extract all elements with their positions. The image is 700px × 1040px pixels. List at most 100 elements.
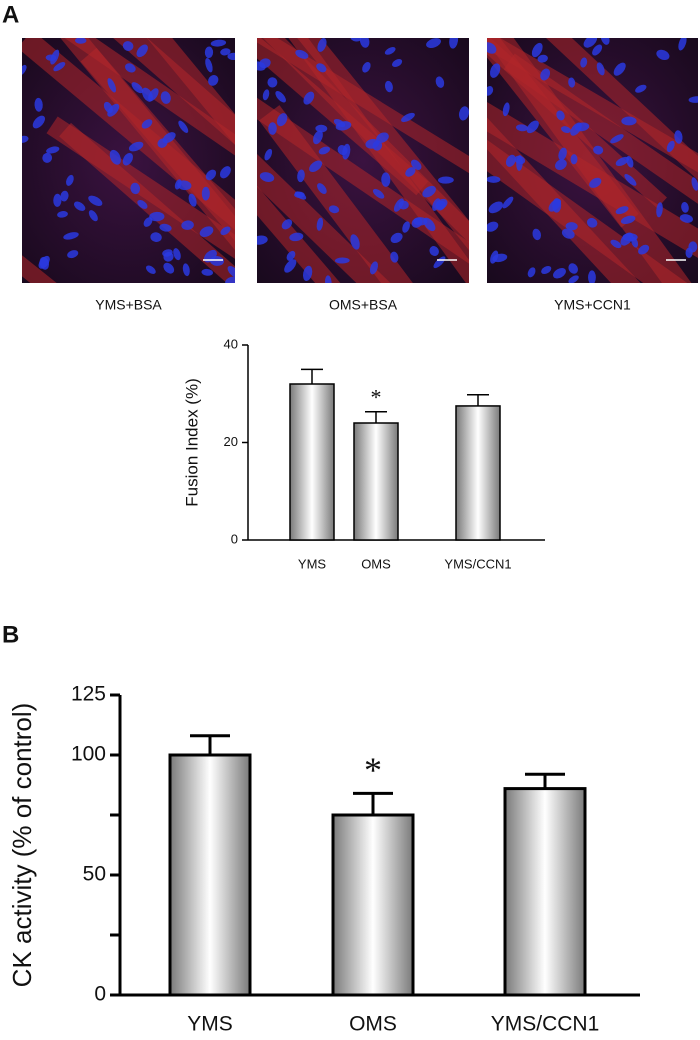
nucleus	[317, 38, 327, 52]
nucleus	[262, 89, 270, 101]
nucleus	[487, 86, 494, 96]
nucleus	[318, 146, 331, 155]
nucleus	[335, 121, 352, 131]
nucleus	[220, 48, 231, 56]
nucleus	[681, 201, 689, 213]
nucleus	[527, 267, 536, 278]
myotube	[257, 58, 408, 283]
nucleus	[162, 132, 176, 144]
nucleus	[22, 135, 29, 143]
nucleus	[297, 169, 305, 183]
nucleus	[526, 120, 539, 134]
nucleus	[74, 38, 87, 44]
nucleus	[205, 169, 217, 181]
nucleus	[570, 122, 582, 136]
myotube	[487, 71, 698, 283]
nucleus	[316, 63, 327, 73]
nucleus	[613, 62, 626, 76]
nucleus	[384, 47, 396, 55]
nucleus	[257, 61, 266, 71]
nucleus	[537, 54, 548, 63]
nucleus	[679, 214, 693, 223]
nucleus	[201, 186, 210, 201]
nucleus	[32, 115, 45, 129]
nucleus	[365, 138, 380, 149]
nucleus	[487, 42, 497, 54]
nucleus	[596, 62, 605, 76]
nucleus	[107, 103, 120, 117]
panel-label: B	[2, 621, 19, 648]
nucleus	[620, 215, 636, 225]
nucleus	[182, 263, 190, 277]
nucleus	[588, 270, 596, 283]
nucleus	[565, 222, 578, 231]
bar	[455, 405, 501, 541]
micrograph	[22, 38, 235, 283]
nucleus	[174, 179, 182, 190]
nucleus	[505, 154, 516, 167]
nucleus	[295, 49, 309, 59]
nucleus	[350, 234, 360, 250]
nucleus	[620, 232, 634, 246]
x-tick-label: OMS	[349, 1013, 397, 1036]
nucleus	[313, 130, 323, 145]
nucleus	[159, 223, 172, 232]
nucleus	[328, 205, 340, 214]
nucleus	[286, 250, 296, 261]
nucleus	[315, 124, 328, 133]
nucleus	[45, 54, 57, 61]
nucleus	[281, 219, 293, 230]
nucleus	[109, 149, 121, 165]
bar	[331, 813, 415, 997]
micrograph	[487, 38, 698, 283]
nucleus	[656, 49, 670, 61]
nucleus	[624, 174, 637, 186]
y-tick-label: 40	[224, 336, 238, 351]
panel-label: A	[2, 1, 19, 28]
nucleus	[208, 74, 219, 86]
myotube	[487, 38, 698, 196]
nucleus	[555, 159, 567, 170]
nucleus	[541, 265, 552, 275]
nucleus	[267, 77, 278, 88]
nucleus	[131, 82, 144, 94]
nucleus	[136, 44, 148, 58]
x-tick-label: OMS	[361, 556, 391, 571]
nucleus	[502, 102, 510, 117]
nucleus	[390, 232, 403, 244]
nucleus	[141, 119, 153, 129]
nucleus	[626, 156, 634, 168]
y-tick-label: 20	[224, 434, 238, 449]
nucleus	[57, 211, 68, 218]
nucleus	[66, 174, 74, 186]
bar	[353, 422, 399, 541]
nucleus	[610, 134, 624, 144]
nucleus	[275, 90, 286, 103]
nucleus	[125, 63, 136, 73]
nucleus	[458, 106, 469, 121]
nucleus	[674, 130, 683, 144]
y-tick-label: 50	[83, 863, 106, 886]
nucleus	[531, 42, 543, 58]
nucleus	[489, 63, 501, 78]
nucleus	[178, 120, 189, 133]
nucleus	[631, 236, 639, 248]
bar	[289, 383, 335, 541]
nucleus	[107, 78, 117, 93]
nucleus	[688, 241, 698, 253]
nucleus	[210, 39, 227, 47]
nucleus	[372, 188, 385, 199]
nucleus	[227, 52, 235, 61]
nucleus	[586, 217, 598, 228]
significance-marker: *	[371, 385, 382, 410]
nucleus	[259, 172, 275, 182]
nucleus	[130, 182, 141, 195]
nucleus	[540, 68, 551, 81]
nucleus	[342, 143, 351, 160]
nucleus	[515, 124, 528, 132]
y-axis-title: Fusion Index (%)	[182, 378, 201, 507]
nucleus	[220, 226, 231, 236]
nucleus	[390, 251, 399, 263]
nucleus	[561, 228, 575, 239]
nucleus	[570, 154, 578, 165]
